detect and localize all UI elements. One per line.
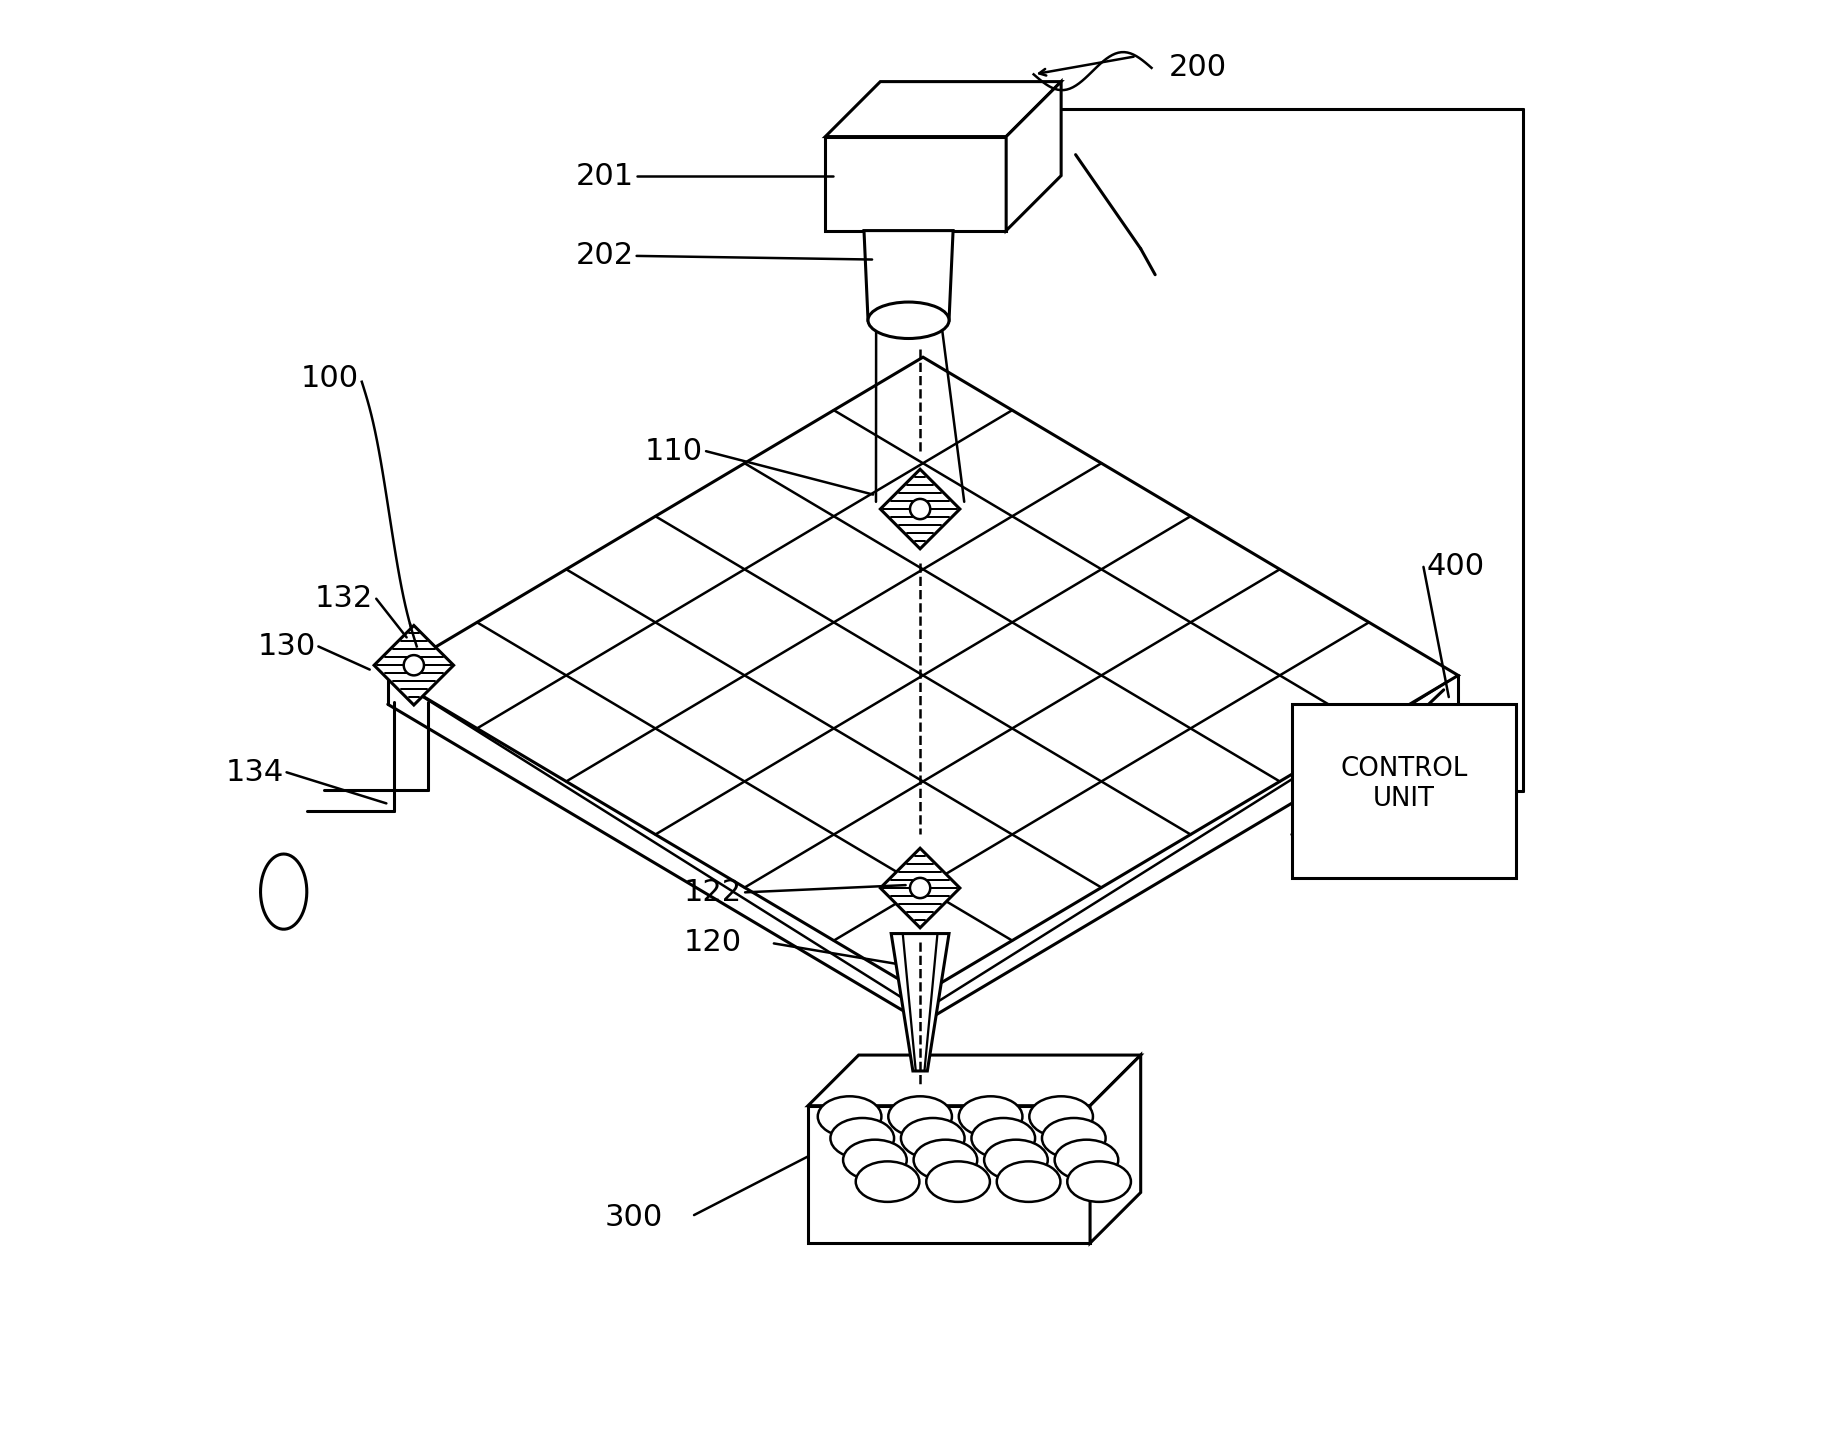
- Polygon shape: [1006, 81, 1061, 231]
- Text: 132: 132: [316, 584, 373, 613]
- Polygon shape: [881, 469, 960, 549]
- Text: 130: 130: [257, 632, 316, 661]
- Text: 300: 300: [604, 1204, 663, 1233]
- Polygon shape: [809, 1105, 1091, 1243]
- Polygon shape: [809, 1056, 1141, 1105]
- Polygon shape: [825, 136, 1006, 231]
- Ellipse shape: [831, 1118, 893, 1159]
- Ellipse shape: [958, 1096, 1023, 1137]
- Ellipse shape: [1067, 1162, 1132, 1202]
- Ellipse shape: [857, 1162, 919, 1202]
- Text: 122: 122: [685, 878, 742, 908]
- Ellipse shape: [868, 302, 949, 338]
- Ellipse shape: [971, 1118, 1036, 1159]
- Ellipse shape: [844, 1140, 906, 1180]
- Polygon shape: [388, 357, 1458, 993]
- Ellipse shape: [901, 1118, 965, 1159]
- Circle shape: [910, 878, 930, 899]
- Polygon shape: [1091, 1056, 1141, 1243]
- Ellipse shape: [1054, 1140, 1119, 1180]
- Text: 134: 134: [225, 758, 284, 787]
- Ellipse shape: [927, 1162, 989, 1202]
- Circle shape: [910, 499, 930, 520]
- Text: 110: 110: [644, 437, 703, 466]
- Ellipse shape: [914, 1140, 977, 1180]
- Ellipse shape: [1041, 1118, 1106, 1159]
- Polygon shape: [375, 626, 454, 706]
- FancyBboxPatch shape: [1292, 704, 1516, 878]
- Text: CONTROL
UNIT: CONTROL UNIT: [1340, 756, 1468, 812]
- Polygon shape: [260, 854, 306, 929]
- Polygon shape: [864, 231, 953, 321]
- Polygon shape: [892, 934, 949, 1072]
- Text: 201: 201: [576, 161, 633, 190]
- Ellipse shape: [888, 1096, 953, 1137]
- Text: 120: 120: [685, 928, 742, 957]
- Polygon shape: [881, 848, 960, 928]
- Polygon shape: [825, 81, 1061, 136]
- Ellipse shape: [997, 1162, 1060, 1202]
- Text: 100: 100: [301, 364, 358, 393]
- Text: 200: 200: [1169, 54, 1228, 83]
- Ellipse shape: [984, 1140, 1049, 1180]
- Circle shape: [404, 655, 425, 675]
- Text: 202: 202: [576, 241, 633, 270]
- Ellipse shape: [818, 1096, 881, 1137]
- Text: 400: 400: [1427, 552, 1484, 581]
- Ellipse shape: [1030, 1096, 1093, 1137]
